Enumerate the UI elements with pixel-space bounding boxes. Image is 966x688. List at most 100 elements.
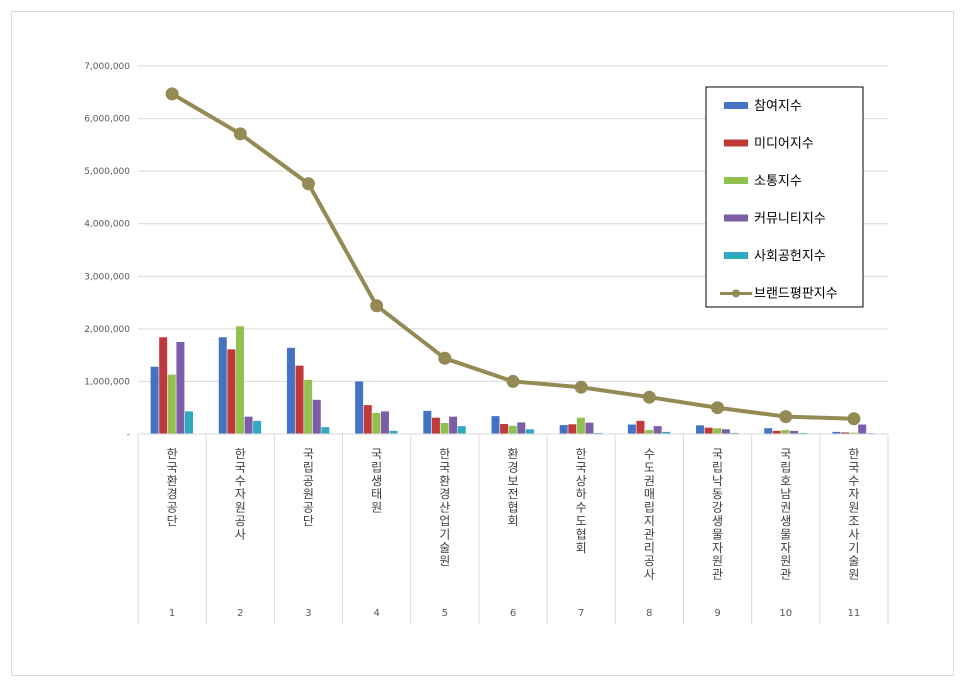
- legend-entry: 소통지수: [754, 174, 802, 189]
- bar-1-8: [627, 424, 636, 434]
- bar-3-4: [372, 412, 381, 434]
- brand-point-8: [642, 390, 656, 404]
- bar-3-9: [713, 428, 722, 434]
- bar-3-11: [849, 432, 858, 434]
- legend-swatch: [724, 102, 748, 109]
- legend-entry: 미디어지수: [754, 137, 814, 152]
- bar-1-4: [355, 381, 364, 434]
- bar-5-9: [730, 432, 739, 434]
- bars: [150, 326, 875, 434]
- brand-point-1: [165, 87, 179, 101]
- bar-2-6: [500, 424, 509, 434]
- bar-5-6: [525, 429, 534, 434]
- bar-1-1: [150, 366, 159, 434]
- legend-swatch: [724, 214, 748, 222]
- bar-2-9: [704, 427, 713, 434]
- bar-5-2: [253, 420, 262, 434]
- bar-5-7: [594, 432, 603, 434]
- rank-label: 6: [510, 608, 516, 619]
- bar-1-5: [423, 410, 432, 434]
- legend-line-marker: [732, 289, 740, 298]
- bar-4-11: [858, 424, 867, 434]
- bar-5-3: [321, 427, 330, 434]
- bar-1-2: [218, 337, 227, 434]
- bar-4-8: [653, 426, 662, 434]
- bar-2-2: [227, 349, 236, 434]
- bar-4-10: [790, 430, 799, 434]
- rank-label: 2: [237, 608, 243, 619]
- bar-5-10: [798, 432, 807, 434]
- grid-lines: [138, 65, 888, 435]
- x-axis: 한 국 환 경 공 단 한 국 수 자 원 공 사 국 립 공 원 공 단 국 립 생 태 원 한 국 환 경 산 업 기 술 원 환 경 보 전 협 회 한…: [137, 433, 889, 624]
- bar-1-3: [286, 347, 295, 434]
- bar-3-2: [235, 326, 244, 434]
- brand-line: [165, 87, 861, 426]
- bar-4-9: [721, 429, 730, 434]
- bar-4-5: [449, 416, 458, 434]
- bar-5-5: [457, 426, 466, 434]
- bar-1-9: [696, 425, 705, 434]
- y-tick-label: 6,000,000: [84, 115, 130, 125]
- bar-1-11: [832, 431, 841, 434]
- bar-5-1: [184, 411, 193, 434]
- rank-label: 1: [169, 608, 175, 619]
- bar-3-8: [645, 430, 654, 434]
- bar-4-6: [517, 422, 526, 434]
- y-tick-label: 2,000,000: [84, 325, 130, 335]
- bar-2-5: [431, 417, 440, 434]
- bar-1-10: [764, 428, 773, 434]
- rank-label: 3: [305, 608, 311, 619]
- rank-label: 11: [848, 608, 861, 619]
- bar-1-7: [559, 425, 568, 434]
- rank-label: 8: [646, 608, 652, 619]
- brand-point-4: [370, 299, 384, 313]
- legend-entry: 브랜드평판지수: [754, 287, 838, 302]
- legend-box: [705, 86, 864, 308]
- brand-point-5: [438, 351, 452, 365]
- bar-3-10: [781, 430, 790, 434]
- bar-2-4: [363, 405, 372, 434]
- bar-4-2: [244, 416, 253, 434]
- bar-3-7: [576, 417, 585, 434]
- brand-point-11: [847, 412, 861, 426]
- legend-swatch: [724, 177, 748, 184]
- bar-5-8: [662, 431, 671, 434]
- brand-point-3: [301, 177, 315, 191]
- bar-4-1: [176, 342, 185, 434]
- legend-swatch: [724, 252, 748, 259]
- bar-4-3: [312, 399, 321, 434]
- bar-2-8: [636, 420, 645, 434]
- y-tick-label: 7,000,000: [84, 62, 130, 72]
- bar-3-6: [508, 425, 517, 434]
- bar-3-5: [440, 422, 449, 434]
- y-tick-label: 3,000,000: [84, 272, 130, 282]
- y-tick-label: 5,000,000: [84, 167, 130, 177]
- y-tick-label: 1,000,000: [84, 377, 130, 387]
- bar-3-1: [167, 374, 176, 434]
- bar-4-4: [380, 411, 389, 434]
- bar-2-1: [159, 337, 168, 434]
- rank-label: 10: [779, 608, 792, 619]
- bar-2-11: [841, 432, 850, 434]
- brand-point-2: [233, 127, 247, 141]
- legend-swatch: [724, 139, 748, 147]
- chart-frame: 7,000,000 6,000,000 5,000,000 4,000,000 3,00…: [11, 11, 954, 676]
- bar-1-6: [491, 416, 500, 434]
- rank-label: 5: [442, 608, 448, 619]
- bar-2-10: [772, 430, 781, 434]
- y-tick-label: -: [127, 430, 130, 440]
- brand-point-10: [779, 410, 793, 424]
- bar-4-7: [585, 422, 594, 434]
- legend-entry: 커뮤니티지수: [754, 212, 826, 227]
